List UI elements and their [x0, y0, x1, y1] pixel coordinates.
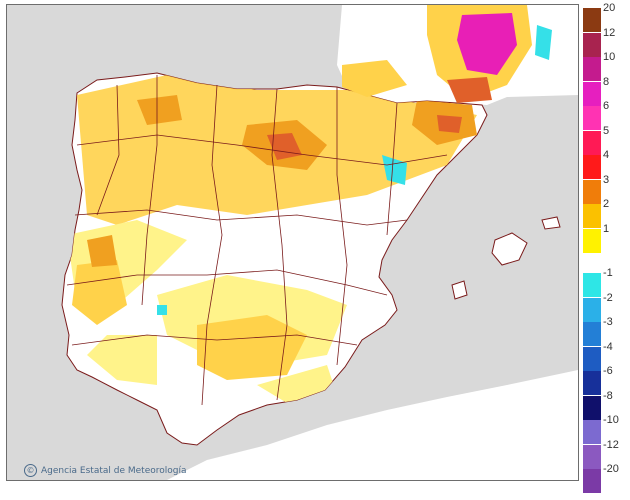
legend-row: 5: [583, 125, 627, 155]
legend-label: -4: [603, 340, 613, 353]
legend-swatch: [583, 371, 601, 395]
legend-label: 10: [603, 51, 616, 63]
legend-row: 12: [583, 27, 627, 57]
legend-label: 5: [603, 124, 610, 137]
legend-row: 20: [583, 2, 627, 32]
legend-row: -8: [583, 390, 627, 420]
legend-row: -3: [583, 316, 627, 346]
legend-label: -6: [603, 365, 613, 377]
legend-swatch: [583, 155, 601, 179]
legend-label: -10: [603, 414, 619, 426]
legend-label: 3: [603, 173, 610, 186]
legend-row: 2: [583, 198, 627, 228]
credit-text: Agencia Estatal de Meteorología: [41, 465, 187, 476]
legend-swatch: [583, 346, 601, 371]
legend-row: -4: [583, 341, 627, 371]
legend-swatch: [583, 106, 601, 130]
legend-label: 6: [603, 100, 610, 112]
anomaly-layer: [67, 75, 477, 403]
legend-swatch: [583, 395, 601, 420]
menorca-island: [541, 216, 561, 230]
legend-row: -10: [583, 414, 627, 444]
legend-swatch: [583, 297, 601, 322]
legend-row: 8: [583, 76, 627, 106]
ibiza-island: [451, 280, 468, 300]
legend-swatch: [583, 57, 601, 81]
legend-swatch: [583, 32, 601, 57]
legend-row: 4: [583, 149, 627, 179]
legend-swatch: [583, 8, 601, 32]
legend-label: -20: [603, 463, 619, 475]
legend-label: 20: [603, 2, 616, 14]
legend-row: 1: [583, 223, 627, 253]
color-legend: 20 12 10 8 6 5 4 3 2 1 -1 -2 -3 -4 -6 -8 -10 -12 -20: [583, 2, 627, 493]
legend-row: -12: [583, 439, 627, 469]
legend-swatch: [583, 130, 601, 155]
legend-label: -1: [603, 267, 613, 279]
legend-swatch: [583, 179, 601, 204]
mallorca-island: [491, 232, 528, 266]
legend-swatch: [583, 81, 601, 106]
legend-label: -8: [603, 389, 613, 402]
legend-neutral-band: [583, 253, 601, 273]
legend-label: 1: [603, 222, 610, 235]
legend-row: -6: [583, 365, 627, 395]
legend-swatch: [583, 322, 601, 346]
legend-swatch: [583, 228, 601, 253]
legend-label: -12: [603, 438, 619, 451]
legend-label: 8: [603, 75, 610, 88]
legend-label: 12: [603, 26, 616, 39]
africa-land: [167, 370, 578, 480]
credit-line: © Agencia Estatal de Meteorología: [24, 464, 187, 477]
legend-row: -1: [583, 267, 627, 297]
legend-row: 6: [583, 100, 627, 130]
legend-swatch: [583, 469, 601, 493]
legend-row: -2: [583, 292, 627, 322]
legend-label: 2: [603, 198, 610, 210]
legend-label: 4: [603, 149, 610, 161]
map-panel: [6, 4, 579, 481]
province-borders: [66, 75, 448, 406]
aemet-logo-icon: ©: [24, 464, 37, 477]
legend-swatch: [583, 444, 601, 469]
legend-row: 10: [583, 51, 627, 81]
france-anomaly: [342, 5, 552, 103]
legend-swatch: [583, 204, 601, 228]
legend-swatch: [583, 420, 601, 444]
legend-label: -2: [603, 291, 613, 304]
legend-row: -20: [583, 463, 627, 493]
legend-swatch: [583, 273, 601, 297]
legend-label: -3: [603, 316, 613, 328]
anomaly-map: [61, 5, 578, 480]
legend-row: 3: [583, 174, 627, 204]
